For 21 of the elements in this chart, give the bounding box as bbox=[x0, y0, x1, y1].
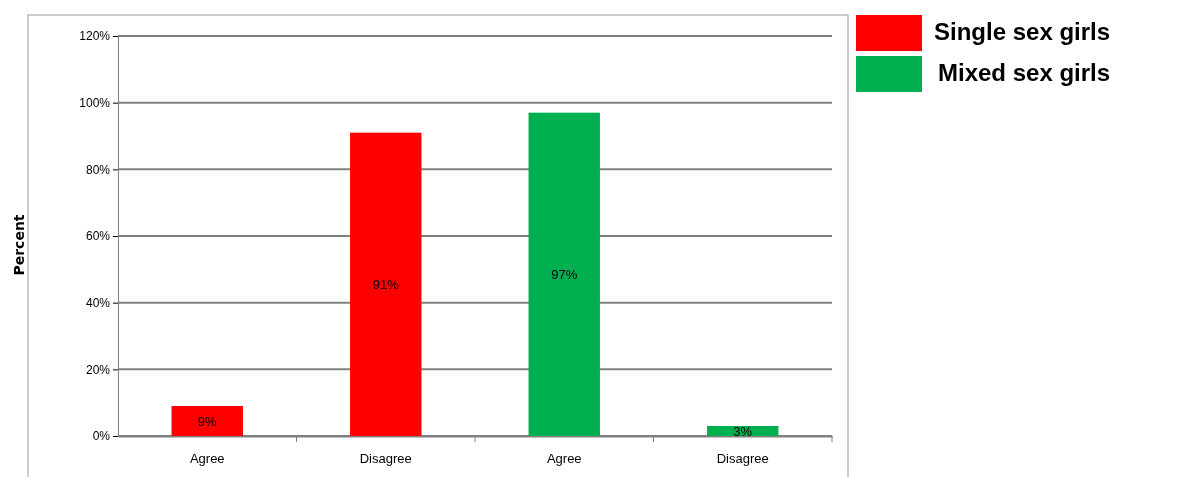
y-tick-label: 0% bbox=[92, 429, 111, 444]
data-label: 3% bbox=[733, 424, 753, 439]
y-tick-label: 120% bbox=[79, 29, 111, 44]
data-label: 91% bbox=[372, 277, 400, 293]
bar bbox=[171, 406, 243, 436]
x-tick-label: Agree bbox=[189, 451, 225, 467]
y-tick-label: 20% bbox=[85, 362, 111, 377]
y-tick-label: 40% bbox=[85, 296, 111, 311]
y-axis-title: Percent bbox=[11, 214, 27, 276]
x-tick-label: Disagree bbox=[716, 451, 769, 467]
data-label: 9% bbox=[197, 414, 218, 429]
x-tick-label: Agree bbox=[546, 451, 582, 467]
bar bbox=[528, 112, 600, 436]
legend-label: Single sex girls bbox=[934, 18, 1111, 45]
y-tick-label: 60% bbox=[85, 229, 111, 244]
bar bbox=[350, 132, 422, 436]
y-tick-label: 80% bbox=[85, 162, 111, 177]
data-label: 97% bbox=[551, 267, 578, 283]
x-tick-label: Disagree bbox=[359, 451, 412, 467]
y-tick-label: 100% bbox=[79, 96, 111, 111]
legend-label: Mixed sex girls bbox=[938, 59, 1111, 86]
